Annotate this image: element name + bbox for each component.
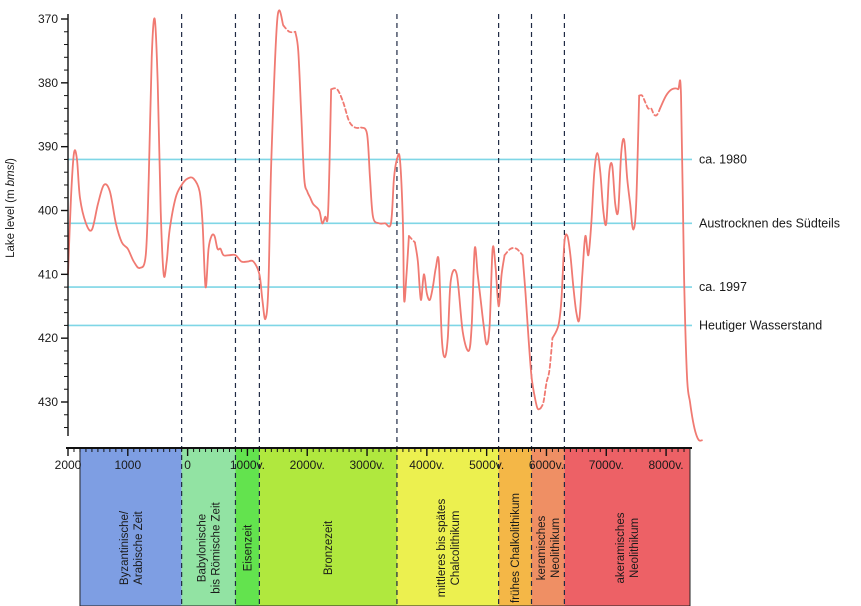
period-band (181, 448, 236, 606)
y-tick-label: 420 (38, 331, 58, 345)
period-label: Bronzezeit (323, 520, 335, 575)
x-tick-label: 8000v. (649, 458, 684, 472)
period-band (531, 448, 565, 606)
x-tick-label: 0 (184, 458, 191, 472)
reference-label: Austrocknen des Südteils (699, 216, 840, 230)
y-tick-label: 410 (38, 267, 58, 281)
x-tick-label: 4000v. (409, 458, 444, 472)
period-band (564, 448, 690, 606)
y-tick-label: 390 (38, 140, 58, 154)
period-label-line: keramisches (536, 515, 548, 580)
series-line-uncertain (503, 247, 524, 257)
period-band (396, 448, 499, 606)
reference-label: ca. 1980 (699, 152, 747, 166)
series-line-uncertain (408, 235, 416, 244)
period-label: mittleres bis spätes Chalcolithikum (436, 499, 462, 598)
series-line-uncertain (539, 337, 554, 410)
series-line (360, 126, 410, 303)
period-label-line: Eisenzeit (242, 524, 254, 571)
series-line-uncertain (282, 24, 297, 34)
series-line (294, 30, 333, 225)
period-label: Babylonische bis Römische Zeit (197, 502, 223, 594)
period-label-line: Bronzezeit (323, 520, 335, 575)
period-label: akeramisches Neolithikum (615, 512, 641, 583)
y-axis-label-close: ) (5, 158, 17, 162)
series-line (521, 254, 542, 411)
x-tick-label: 7000v. (589, 458, 624, 472)
series-line (659, 79, 703, 442)
period-bands: Byzantinische/Arabische Zeit Babylonische… (79, 447, 691, 606)
period-label-line: mittleres bis spätes (436, 499, 448, 598)
y-axis-label-unit: bmsl (5, 162, 17, 187)
period-band (79, 448, 182, 606)
y-axis-label: Lake level (m bmsl) (5, 158, 17, 258)
series-line-uncertain (638, 94, 661, 117)
x-tick-label: 2000v. (290, 458, 325, 472)
period-label-line: akeramisches (615, 512, 627, 583)
x-tick-label: 6000v. (529, 458, 564, 472)
y-tick-label: 370 (38, 12, 58, 26)
y-axis-label-main: Lake level (m (5, 186, 17, 258)
period-label-line: Neolithikum (550, 518, 562, 578)
reference-lines: ca. 1980 Austrocknen des Südteils ca. 1997… (68, 152, 840, 332)
series-line (551, 94, 641, 340)
period-label: Byzantinische/Arabische Zeit (119, 510, 145, 585)
period-label-line: frühes Chalkolithikum (510, 493, 522, 603)
y-axis: 370 380 390 400 410 420 430 (38, 12, 69, 436)
period-label: frühes Chalkolithikum (510, 493, 522, 603)
series-line (413, 241, 506, 359)
x-tick-label: 2000 (55, 458, 82, 472)
x-tick-label: 1000v. (230, 458, 265, 472)
y-tick-label: 400 (38, 204, 58, 218)
period-label-line: Byzantinische/ (119, 510, 131, 585)
period-band (235, 448, 260, 606)
period-label-line: bis Römische Zeit (211, 502, 223, 594)
y-tick-label: 430 (38, 395, 58, 409)
period-label-line: Chalcolithikum (450, 511, 462, 586)
period-label-line: Babylonische (197, 514, 209, 582)
reference-label: Heutiger Wasserstand (699, 318, 822, 332)
period-band (259, 448, 397, 606)
reference-label: ca. 1997 (699, 280, 747, 294)
x-tick-label: 3000v. (349, 458, 384, 472)
period-label-line: Arabische Zeit (133, 510, 145, 584)
period-label: keramisches Neolithikum (536, 515, 562, 580)
period-label-line: Neolithikum (629, 518, 641, 578)
x-tick-label: 5000v. (469, 458, 504, 472)
period-label: Eisenzeit (242, 524, 254, 571)
x-axis: 2000 1000 0 1000v. 2000v. 3000v. 4000v. 5000v. 6… (55, 447, 692, 472)
y-tick-label: 380 (38, 76, 58, 90)
x-tick-label: 1000 (114, 458, 141, 472)
series-line (67, 9, 285, 321)
lake-level-series (67, 9, 703, 442)
series-line-uncertain (330, 87, 362, 129)
period-band (498, 448, 532, 606)
